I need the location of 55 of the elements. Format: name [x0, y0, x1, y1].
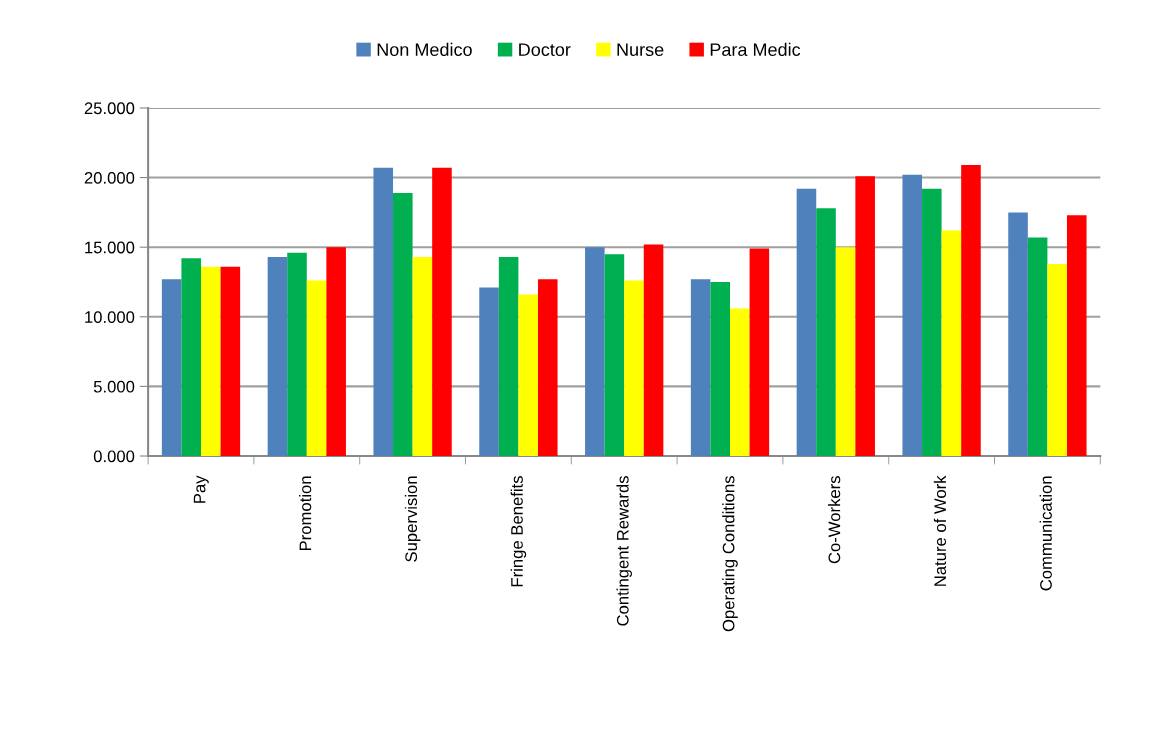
y-tick-label: 20.000 — [84, 171, 135, 184]
bar — [643, 244, 664, 457]
x-tick-label: Co-Workers — [828, 476, 841, 564]
bar — [816, 208, 836, 457]
y-tick-label: 25.000 — [84, 102, 135, 115]
x-tick-label: Fringe Benefits — [510, 476, 527, 587]
y-tick-label: 10.000 — [85, 311, 135, 323]
bar — [479, 287, 499, 457]
bar — [749, 248, 770, 457]
bar — [181, 258, 201, 457]
bar — [1008, 212, 1028, 457]
bar — [432, 167, 452, 457]
bar — [961, 165, 981, 457]
legend-label: Nurse — [617, 43, 664, 57]
bar — [267, 256, 288, 457]
bar — [1066, 215, 1087, 457]
bar — [518, 294, 538, 457]
y-tick-label: 0.000 — [93, 450, 135, 463]
bar — [1027, 237, 1048, 457]
x-tick-label: Nature of Work — [933, 475, 947, 586]
x-tick-label: Contingent Rewards — [616, 476, 632, 626]
bar — [604, 254, 625, 457]
x-tick-label: Communication — [1039, 476, 1052, 591]
bar — [412, 256, 433, 457]
bar — [796, 188, 817, 457]
bar — [393, 192, 413, 457]
legend-label: Para Medic — [710, 42, 801, 57]
bar — [624, 280, 644, 457]
bar — [835, 247, 856, 457]
bar — [326, 247, 346, 457]
bar — [537, 279, 558, 457]
bar — [690, 279, 711, 457]
y-tick-label: 5.000 — [93, 380, 135, 393]
bar — [306, 280, 327, 457]
bar — [220, 266, 241, 457]
x-tick-label: Operating Conditions — [722, 476, 738, 632]
x-tick-label: Supervision — [404, 476, 421, 562]
bar — [373, 167, 394, 457]
bar — [730, 308, 750, 457]
bar — [498, 256, 519, 457]
bar — [585, 247, 605, 457]
bar — [902, 174, 923, 457]
bar — [1047, 263, 1067, 457]
bar — [922, 188, 942, 457]
bar — [941, 230, 962, 457]
x-tick-label: Promotion — [299, 476, 312, 551]
bar — [287, 252, 307, 457]
y-tick-label: 15.000 — [85, 241, 135, 254]
legend-label: Doctor — [519, 43, 571, 57]
x-tick-label: Pay — [193, 475, 209, 503]
bar — [161, 279, 182, 457]
bar — [710, 281, 730, 457]
bar — [855, 176, 875, 457]
legend-label: Non Medico — [377, 42, 472, 57]
bar — [201, 266, 221, 457]
